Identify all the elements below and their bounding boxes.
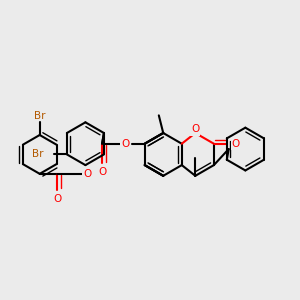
Text: O: O [191,124,200,134]
Text: O: O [83,169,92,179]
Text: O: O [53,194,61,203]
Text: O: O [122,139,130,149]
Text: Br: Br [34,111,46,121]
Text: O: O [232,139,240,149]
Text: O: O [98,167,106,177]
Text: Br: Br [32,149,43,159]
